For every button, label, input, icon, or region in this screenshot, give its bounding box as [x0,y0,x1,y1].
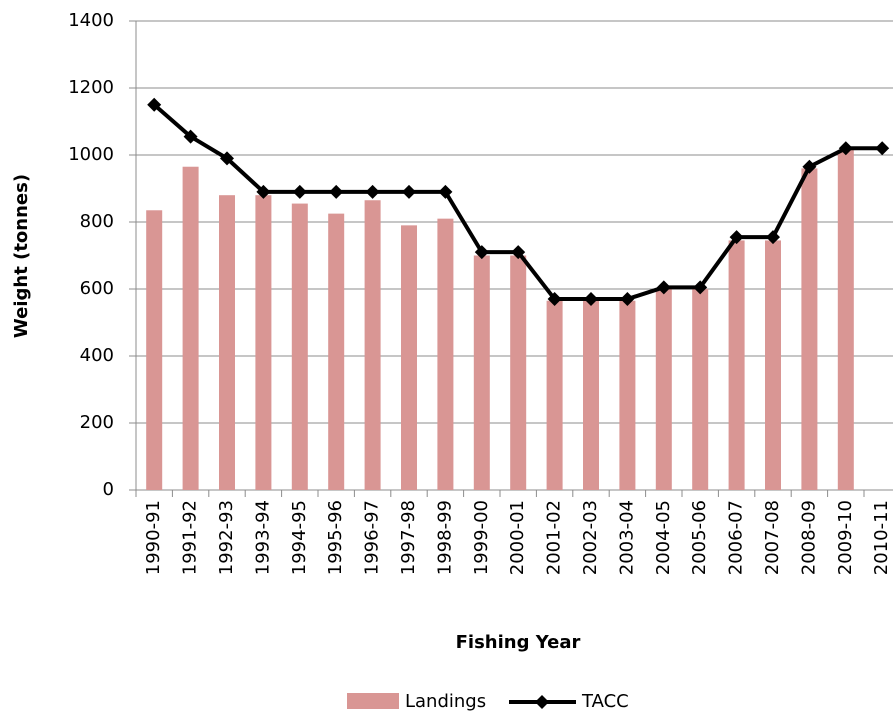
x-tick-label: 1997-98 [398,500,419,575]
y-tick-label: 0 [103,479,114,500]
x-tick-label: 2007-08 [762,500,783,575]
bar [837,149,854,490]
y-tick-label: 400 [80,345,114,366]
line-marker [402,184,416,199]
x-tick-label: 2005-06 [689,500,710,575]
bar [692,289,709,490]
legend-label: TACC [581,691,629,712]
x-tick-label: 1990-91 [143,500,164,575]
y-tick-label: 1200 [68,77,114,98]
bar [291,203,308,490]
x-tick-label: 2008-09 [798,500,819,575]
y-tick-label: 600 [80,278,114,299]
x-tick-label: 2003-04 [616,500,637,575]
x-tick-label: 2010-11 [871,500,892,575]
bar [473,255,490,490]
x-tick-label: 2006-07 [726,500,747,575]
bar [765,240,781,490]
x-tick-label: 1999-00 [471,500,492,575]
bar [219,195,235,490]
bar [401,225,417,490]
x-tick-label: 2000-01 [507,500,528,575]
y-tick-label: 1000 [68,144,114,165]
line-marker [656,280,671,295]
bar [182,166,199,490]
line-marker [256,184,271,199]
line-marker [875,141,890,156]
x-tick-label: 2001-02 [544,500,565,575]
bar [328,213,345,490]
line-marker [802,159,817,174]
bar [583,300,599,490]
legend-swatch [347,693,399,709]
x-tick-label: 2002-03 [580,500,601,575]
x-tick-label: 1991-92 [180,500,201,575]
x-tick-label: 1998-99 [434,500,455,575]
bar [655,289,672,490]
x-axis-title: Fishing Year [456,632,581,653]
line-marker [329,184,344,199]
x-tick-label: 1992-93 [216,500,237,575]
line-marker [766,230,780,245]
bar [364,200,381,490]
x-tick-label: 1994-95 [289,500,310,575]
line-marker [547,292,562,307]
bar [546,300,563,490]
line-marker [729,230,744,245]
legend-marker [535,695,549,709]
line-marker [511,245,526,260]
line-marker [838,141,853,156]
x-tick-label: 1993-94 [252,500,273,575]
bar [619,300,636,490]
line-marker [620,292,635,307]
line-marker [693,280,708,295]
x-tick-label: 1995-96 [325,500,346,575]
bar [255,195,272,490]
bar [437,218,454,490]
y-tick-label: 800 [80,211,114,232]
y-tick-label: 200 [80,412,114,433]
x-tick-label: 1996-97 [362,500,383,575]
bar [728,240,745,490]
x-tick-label: 2009-10 [835,500,856,575]
y-axis-title: Weight (tonnes) [11,174,32,338]
line-marker [292,184,307,199]
line-marker [584,292,598,307]
line-marker [365,184,380,199]
bar [801,168,818,490]
line-marker [147,97,162,112]
line-marker [183,129,198,144]
line-marker [474,245,489,260]
x-tick-label: 2004-05 [653,500,674,575]
bar [510,255,527,490]
line-marker [438,184,453,199]
bar [146,210,163,490]
line-marker [220,151,234,166]
legend-label: Landings [405,691,486,712]
y-tick-label: 1400 [68,10,114,31]
